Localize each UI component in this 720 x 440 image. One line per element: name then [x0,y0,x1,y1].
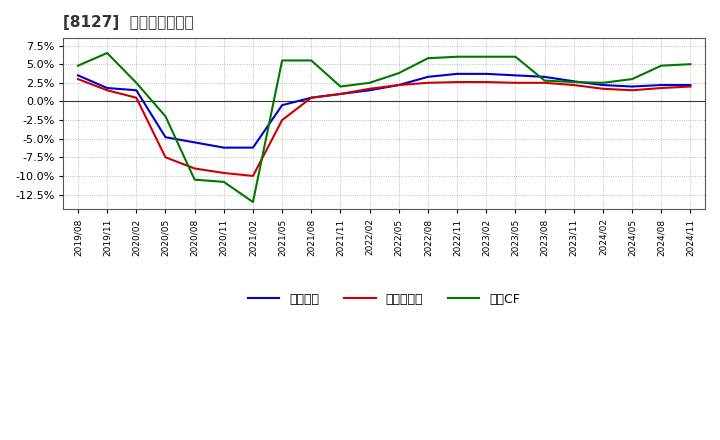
当期純利益 [336,92,345,97]
営業CF [686,62,695,67]
当期純利益 [220,170,228,176]
経常利益 [307,95,315,100]
経常利益 [482,71,490,77]
当期純利益 [132,95,140,100]
当期純利益 [511,80,520,85]
経常利益 [190,140,199,145]
経常利益 [103,85,112,91]
経常利益 [336,92,345,97]
当期純利益 [628,88,636,93]
営業CF [570,80,578,85]
経常利益 [511,73,520,78]
営業CF [423,55,432,61]
当期純利益 [657,85,665,91]
Text: [8127]  マージンの推移: [8127] マージンの推移 [63,15,194,30]
当期純利益 [73,77,82,82]
経常利益 [278,103,287,108]
営業CF [598,80,607,85]
経常利益 [628,84,636,89]
Line: 当期純利益: 当期純利益 [78,79,690,176]
営業CF [628,77,636,82]
当期純利益 [482,80,490,85]
営業CF [190,177,199,182]
営業CF [365,80,374,85]
Line: 経常利益: 経常利益 [78,74,690,148]
営業CF [248,199,257,205]
営業CF [482,54,490,59]
経常利益 [132,88,140,93]
Legend: 経常利益, 当期純利益, 営業CF: 経常利益, 当期純利益, 営業CF [243,288,526,311]
当期純利益 [540,80,549,85]
営業CF [657,63,665,68]
営業CF [220,179,228,184]
当期純利益 [570,82,578,88]
当期純利益 [161,155,170,160]
経常利益 [453,71,462,77]
当期純利益 [686,84,695,89]
当期純利益 [423,80,432,85]
経常利益 [423,74,432,80]
営業CF [103,50,112,55]
営業CF [511,54,520,59]
当期純利益 [365,86,374,92]
経常利益 [570,79,578,84]
経常利益 [365,88,374,93]
営業CF [161,114,170,119]
当期純利益 [190,166,199,171]
営業CF [278,58,287,63]
営業CF [395,70,403,76]
Line: 営業CF: 営業CF [78,53,690,202]
経常利益 [657,82,665,88]
経常利益 [248,145,257,150]
営業CF [336,84,345,89]
経常利益 [686,82,695,88]
営業CF [132,80,140,85]
経常利益 [540,74,549,80]
当期純利益 [395,82,403,88]
営業CF [540,78,549,83]
営業CF [453,54,462,59]
経常利益 [395,82,403,88]
経常利益 [161,135,170,140]
営業CF [73,63,82,68]
経常利益 [220,145,228,150]
当期純利益 [278,117,287,123]
経常利益 [598,82,607,88]
営業CF [307,58,315,63]
当期純利益 [307,95,315,100]
当期純利益 [453,80,462,85]
当期純利益 [248,173,257,179]
当期純利益 [598,86,607,92]
経常利益 [73,73,82,78]
当期純利益 [103,88,112,93]
